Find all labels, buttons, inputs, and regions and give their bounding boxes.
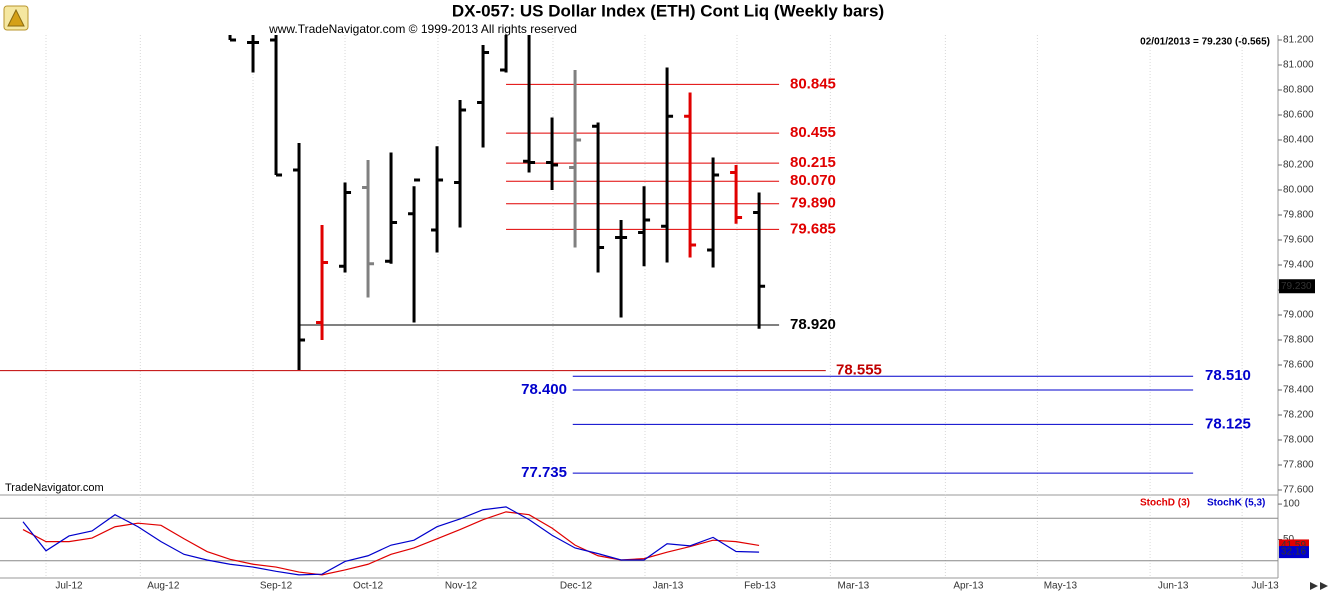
y-tick-label: 78.200: [1283, 410, 1314, 421]
y-tick-label: 79.800: [1283, 210, 1314, 221]
level-label: 78.125: [1205, 415, 1251, 432]
last-price-label: 79.230: [1281, 281, 1312, 292]
x-tick-label: Aug-12: [147, 581, 180, 592]
level-label: 78.920: [790, 316, 836, 333]
level-label: 80.070: [790, 172, 836, 189]
y-tick-label: 80.200: [1283, 160, 1314, 171]
stoch-line: [22, 506, 760, 576]
y-tick-label: 78.000: [1283, 435, 1314, 446]
overlay: 81.200 81.000 80.800 80.600 80.400 80.200 80.0…: [55, 35, 1315, 592]
chart-subtitle: www.TradeNavigator.com © 1999-2013 All r…: [268, 22, 577, 36]
stoch-value-label: 41.59: [1281, 540, 1306, 551]
y-tick-label: 78.600: [1283, 360, 1314, 371]
last-price-box: [1279, 279, 1315, 294]
x-tick-label: Jul-13: [1251, 581, 1279, 592]
stoch-plot: [22, 506, 760, 576]
y-tick-label: 80.800: [1283, 85, 1314, 96]
x-tick-label: Feb-13: [744, 581, 776, 592]
x-tick-label: Jan-13: [653, 581, 684, 592]
y-tick-label: 80.000: [1283, 185, 1314, 196]
x-tick-label: Oct-12: [353, 581, 383, 592]
level-label: 79.890: [790, 195, 836, 212]
logo: [3, 5, 29, 31]
stoch-value-label: 32.16: [1281, 547, 1306, 558]
y-tick-label: 79.000: [1283, 310, 1314, 321]
y-tick-label: 81.000: [1283, 60, 1314, 71]
level-label: 78.400: [521, 381, 567, 398]
level-label: 80.215: [790, 154, 836, 171]
level-label: 80.455: [790, 124, 836, 141]
level-label: 79.685: [790, 220, 836, 237]
y-tick-label: 80.600: [1283, 110, 1314, 121]
watermark: TradeNavigator.com: [5, 482, 104, 494]
y-tick-label: 77.600: [1283, 485, 1314, 496]
stoch-value-box: [1279, 546, 1309, 559]
x-tick-label: Nov-12: [445, 581, 478, 592]
level-label: 77.735: [521, 464, 567, 481]
y-tick-label: 80.400: [1283, 135, 1314, 146]
y-tick-label: 78.400: [1283, 385, 1314, 396]
x-tick-label: Apr-13: [953, 581, 983, 592]
y-tick-label: 77.800: [1283, 460, 1314, 471]
y-tick-label: 78.800: [1283, 335, 1314, 346]
stoch-line: [22, 511, 760, 576]
x-tick-label: Mar-13: [838, 581, 870, 592]
level-label: 78.555: [836, 362, 882, 379]
x-tick-label: Jun-13: [1158, 581, 1189, 592]
level-label: 80.845: [790, 75, 836, 92]
x-tick-label: Sep-12: [260, 581, 293, 592]
x-tick-label: Jul-12: [55, 581, 83, 592]
legend-entry: StochK (5,3): [1207, 498, 1265, 509]
level-label: 78.510: [1205, 367, 1251, 384]
price-info: 02/01/2013 = 79.230 (-0.565): [1140, 37, 1270, 48]
chart-title: DX-057: US Dollar Index (ETH) Cont Liq (…: [452, 1, 884, 20]
y-tick-label: 79.400: [1283, 260, 1314, 271]
price-plot: [0, 35, 1194, 474]
legend-entry: StochD (3): [1140, 498, 1190, 509]
y-tick-label: 79.600: [1283, 235, 1314, 246]
x-tick-label: May-13: [1044, 581, 1078, 592]
scroll-arrows[interactable]: [1310, 582, 1328, 590]
y-tick-label: 81.200: [1283, 35, 1314, 46]
x-tick-label: Dec-12: [560, 581, 593, 592]
y-tick-label: 100: [1283, 499, 1300, 510]
